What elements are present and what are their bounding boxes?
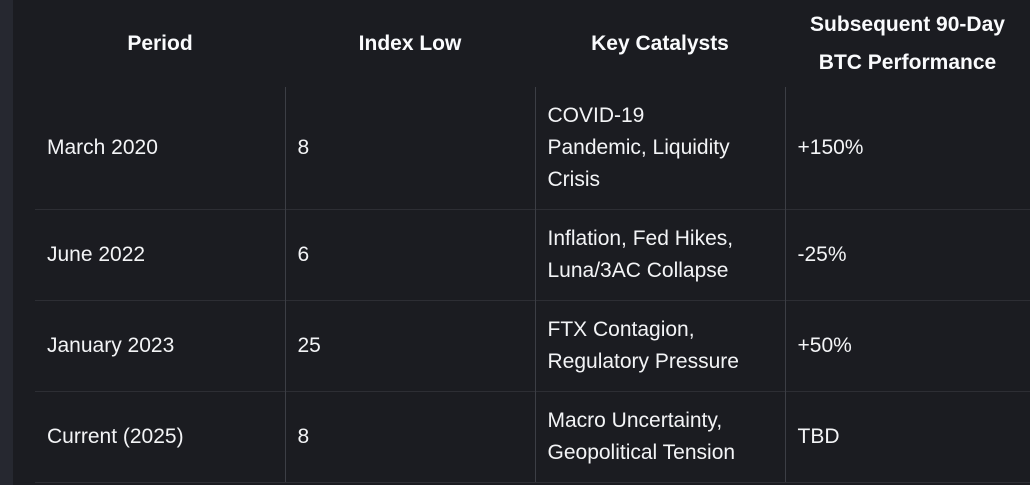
cell-performance: -25% [784,209,1030,301]
cell-index-low: 6 [284,209,535,301]
cell-catalysts: Inflation, Fed Hikes, Luna/3AC Collapse [534,209,785,301]
header-index-low: Index Low [358,31,462,55]
cell-performance: +150% [784,87,1030,210]
header-subsequent-performance: Subsequent 90-Day BTC Performance [810,12,1005,74]
cell-index-low: 8 [284,391,535,483]
table-row: January 2023 25 FTX Contagion, Regulator… [35,300,1030,392]
cell-performance: TBD [784,391,1030,483]
cell-period: March 2020 [47,136,158,159]
cell-catalysts: FTX Contagion, Regulatory Pressure [534,300,785,392]
header-period: Period [127,31,193,55]
page-left-gutter [0,0,13,485]
cell-performance: +50% [784,300,1030,392]
fear-greed-history-table: Period Index Low Key Catalysts Subsequen… [35,0,1030,483]
cell-index-low: 8 [284,87,535,210]
cell-period: June 2022 [35,209,285,301]
cell-index-low: 25 [284,300,535,392]
table-header-row: Period Index Low Key Catalysts Subsequen… [35,0,1030,87]
table-row: Current (2025) 8 Macro Uncertainty, Geop… [35,391,1030,483]
cell-catalysts: Macro Uncertainty, Geopolitical Tension [534,391,785,483]
table-row: June 2022 6 Inflation, Fed Hikes, Luna/3… [35,209,1030,301]
cell-period: Current (2025) [35,391,285,483]
header-key-catalysts: Key Catalysts [591,31,729,55]
cell-period: January 2023 [35,300,285,392]
table-row: March 2020 8 COVID-19 Pandemic, Liquidit… [35,87,1030,210]
cell-catalysts: COVID-19 Pandemic, Liquidity Crisis [534,87,785,210]
